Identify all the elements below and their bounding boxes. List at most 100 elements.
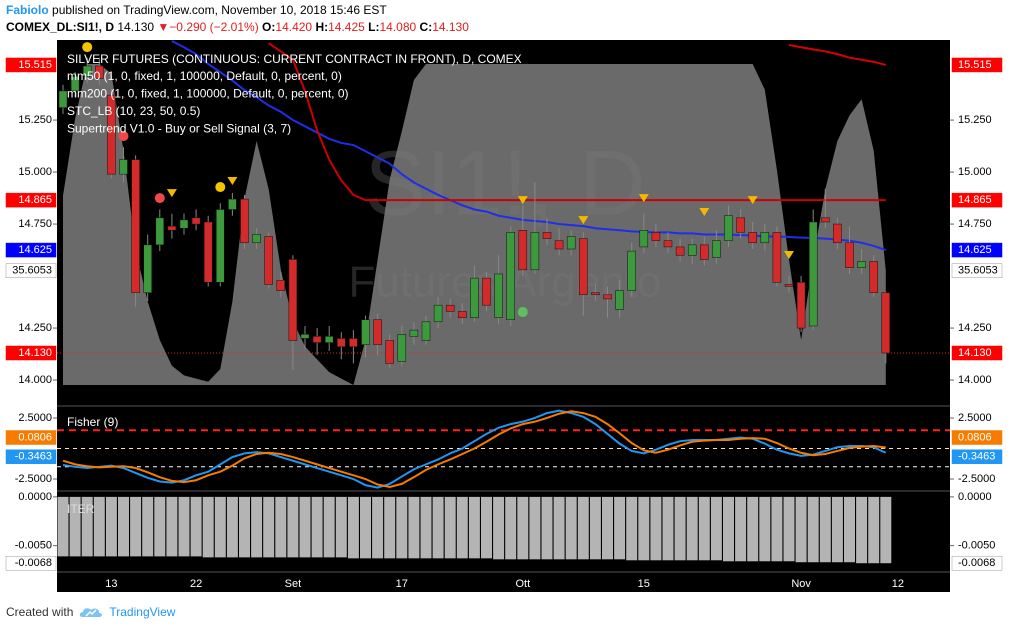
y-tick-label: -0.0050 bbox=[15, 540, 52, 552]
badge-label: 14.130 bbox=[18, 347, 52, 359]
candle-body bbox=[349, 338, 358, 348]
author[interactable]: Fabiolo bbox=[6, 3, 49, 17]
x-tick-label: 17 bbox=[396, 578, 408, 590]
candle-body bbox=[784, 284, 794, 287]
badge-label: 14.625 bbox=[18, 244, 52, 256]
sell-signal bbox=[638, 194, 649, 203]
candle-body bbox=[772, 232, 782, 283]
bar bbox=[432, 496, 444, 559]
ohlc-key: H: bbox=[315, 20, 329, 34]
bar bbox=[602, 496, 613, 560]
bar bbox=[589, 496, 601, 560]
candle-body bbox=[337, 338, 346, 348]
bar bbox=[396, 496, 408, 559]
signal-dot bbox=[82, 42, 93, 53]
bar bbox=[880, 496, 892, 564]
candle-body bbox=[373, 319, 382, 345]
candle-body bbox=[615, 290, 624, 310]
symbol: COMEX_DL:SI1!, D bbox=[6, 20, 115, 34]
bar bbox=[81, 496, 93, 557]
candle-body bbox=[869, 261, 878, 293]
legend-entry: STC_LB (10, 23, 50, 0.5) bbox=[67, 104, 200, 118]
bar bbox=[263, 496, 275, 558]
x-tick-label: 12 bbox=[892, 578, 904, 590]
bar bbox=[686, 496, 698, 561]
bar bbox=[662, 496, 674, 561]
bar bbox=[69, 496, 81, 557]
y-tick-label: 15.000 bbox=[958, 166, 992, 178]
candle-body bbox=[833, 223, 842, 244]
bar bbox=[239, 496, 250, 558]
badge-label: 15.515 bbox=[958, 59, 992, 71]
bar bbox=[735, 496, 747, 562]
y-tick-label: 0.0000 bbox=[18, 491, 52, 503]
ohlc-key: C: bbox=[419, 20, 433, 34]
y-tick-label: -2.5000 bbox=[958, 473, 995, 485]
panel: SI1!, DFutures Argento bbox=[57, 40, 950, 385]
bar bbox=[710, 496, 722, 561]
bar bbox=[335, 496, 347, 558]
value-badge bbox=[5, 430, 57, 445]
badge-label: 35.6053 bbox=[12, 265, 52, 277]
candle-body bbox=[203, 221, 213, 283]
value-badge bbox=[951, 345, 1003, 361]
bar bbox=[384, 496, 396, 559]
candle-body bbox=[421, 321, 431, 341]
value-badge bbox=[951, 263, 1003, 278]
sell-signal bbox=[784, 251, 794, 260]
bar bbox=[105, 496, 117, 557]
x-tick-label: 22 bbox=[190, 578, 202, 590]
bar bbox=[541, 496, 553, 560]
bar bbox=[323, 496, 335, 558]
value-badge bbox=[951, 430, 1003, 445]
bar bbox=[577, 496, 589, 560]
y-tick-label: 14.750 bbox=[18, 218, 52, 230]
bar bbox=[553, 496, 565, 560]
badge-label: 0.0806 bbox=[18, 431, 52, 443]
candle-body bbox=[324, 336, 334, 343]
footer: Created with TradingView bbox=[6, 605, 175, 619]
bar bbox=[529, 496, 541, 560]
ohlc-key: L: bbox=[368, 20, 380, 34]
bar bbox=[202, 496, 214, 558]
candle-body bbox=[857, 261, 866, 268]
candle-body bbox=[470, 277, 479, 318]
bar bbox=[142, 496, 154, 557]
sell-signal bbox=[517, 196, 528, 205]
candle-body bbox=[712, 240, 721, 258]
value-badge bbox=[5, 555, 57, 571]
brand[interactable]: TradingView bbox=[109, 605, 176, 619]
candle-body bbox=[397, 334, 407, 362]
candle-body bbox=[796, 282, 806, 329]
bar bbox=[275, 496, 287, 558]
candle-body bbox=[494, 273, 503, 318]
candle-body bbox=[845, 242, 854, 268]
candle-body bbox=[482, 277, 491, 306]
value-badge bbox=[5, 57, 57, 73]
change-arrow: ▼ bbox=[157, 20, 170, 34]
bar bbox=[674, 496, 686, 561]
bar bbox=[759, 496, 771, 562]
x-tick-label: 13 bbox=[105, 578, 117, 590]
candle-body bbox=[591, 292, 600, 296]
y-tick-label: 14.250 bbox=[958, 322, 992, 334]
value-badge bbox=[5, 449, 57, 464]
value-badge bbox=[5, 345, 57, 361]
candle-body bbox=[433, 304, 443, 323]
badge-label: 14.865 bbox=[18, 194, 52, 206]
badge-label: 35.6053 bbox=[958, 265, 998, 277]
ohlc-value: 14.080 bbox=[379, 20, 417, 34]
panel bbox=[57, 409, 950, 489]
candle-body bbox=[675, 246, 685, 256]
legend-entry: mm200 (1, 0, fixed, 1, 100000, Default, … bbox=[67, 87, 349, 101]
bar bbox=[614, 496, 626, 560]
ohlc-value: 14.425 bbox=[328, 20, 365, 34]
value-badge bbox=[5, 263, 57, 278]
candle-body bbox=[445, 304, 455, 312]
candle-body bbox=[385, 340, 394, 364]
bar bbox=[347, 496, 359, 559]
y-tick-label: 0.0000 bbox=[958, 491, 992, 503]
ohlc-value: 14.130 bbox=[432, 20, 469, 34]
panel bbox=[57, 496, 892, 564]
